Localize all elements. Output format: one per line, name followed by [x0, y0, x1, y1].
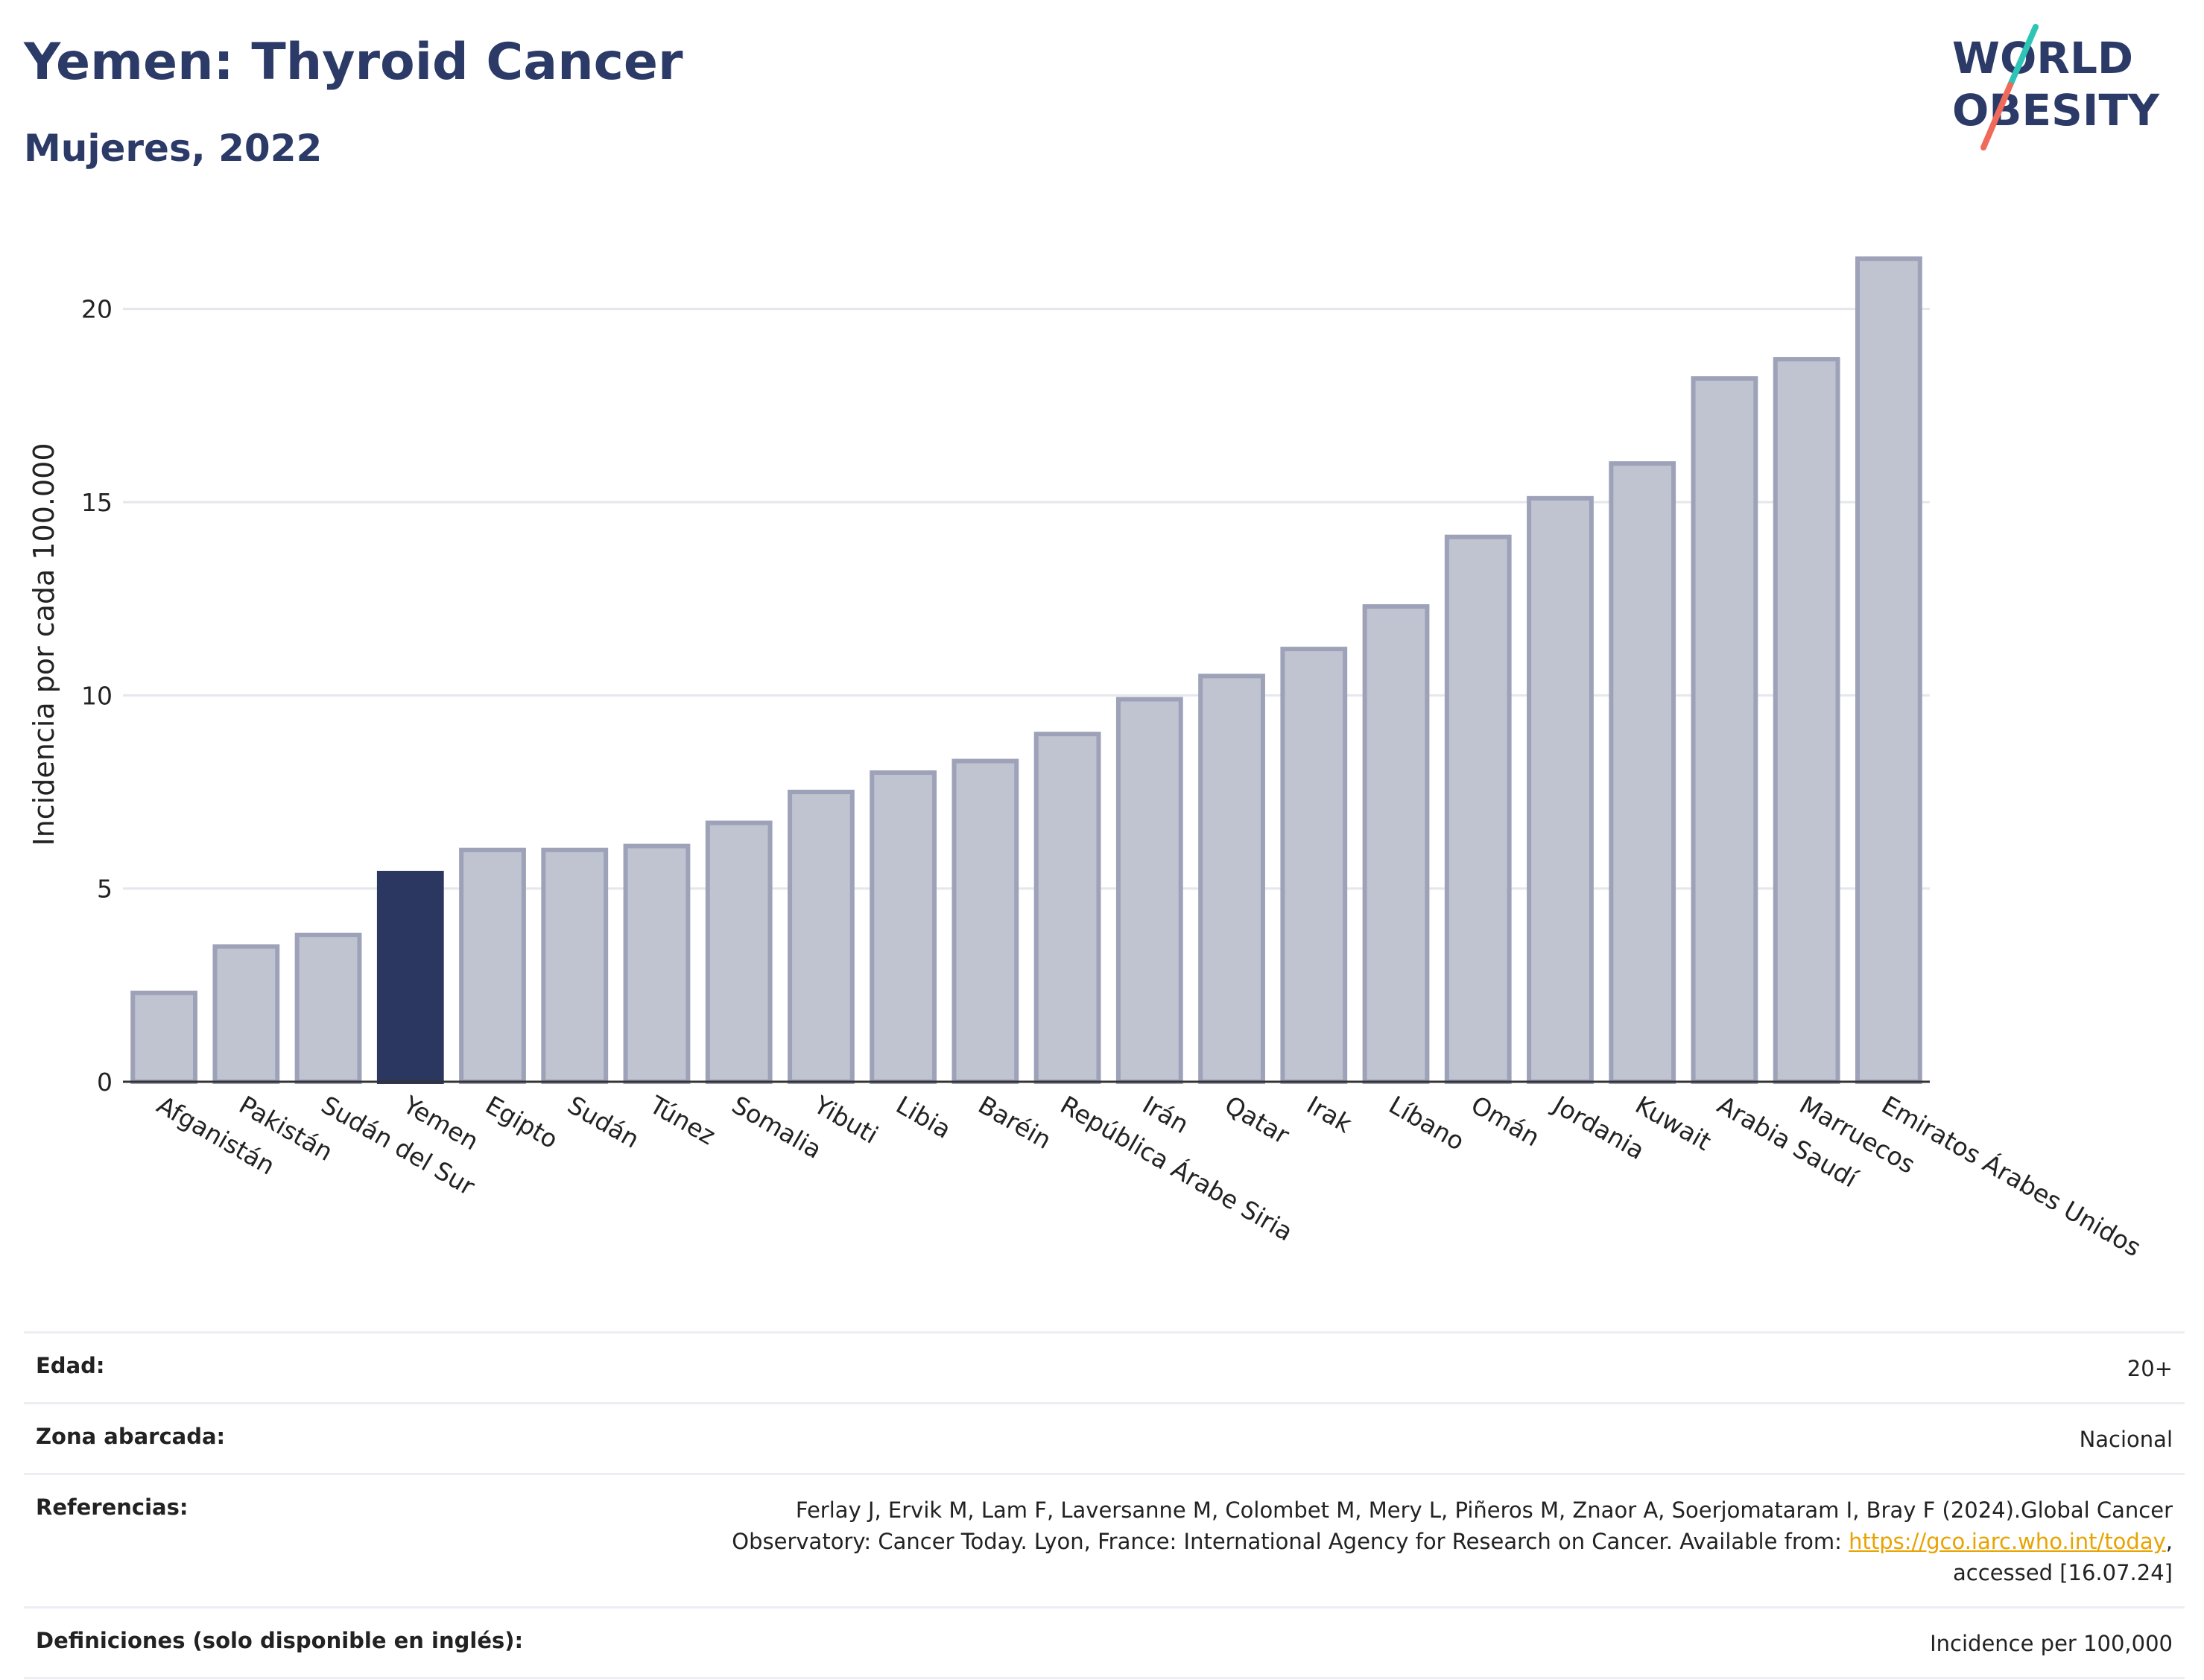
bar [1280, 647, 1348, 1084]
y-axis-label: Incidencia por cada 100.000 [28, 443, 60, 846]
info-label-area: Zona abarcada: [36, 1424, 226, 1449]
bar [1855, 256, 1922, 1084]
y-tick-label: 10 [81, 681, 113, 710]
bar [1033, 732, 1101, 1084]
x-tick-label: Arabia Saudí [1712, 1090, 1863, 1194]
x-tick-label: Túnez [645, 1090, 721, 1151]
y-tick-label: 20 [81, 295, 113, 324]
info-row-area: Zona abarcada: Nacional [24, 1402, 2185, 1473]
info-value-age: 20+ [2127, 1356, 2173, 1381]
info-label-age: Edad: [36, 1353, 105, 1378]
reference-line-1: Ferlay J, Ervik M, Lam F, Laversanne M, … [795, 1497, 2173, 1523]
x-tick-label: Omán [1466, 1090, 1545, 1152]
bar [212, 944, 280, 1085]
info-row-references: Referencias: Ferlay J, Ervik M, Lam F, L… [24, 1473, 2185, 1606]
x-tick-label: Sudán [563, 1090, 645, 1154]
logo-slash-bottom [1980, 82, 2013, 150]
bar [623, 843, 691, 1084]
bar [1444, 534, 1512, 1084]
chart-title: Yemen: Thyroid Cancer [24, 33, 683, 92]
logo-slash-top [2007, 24, 2039, 88]
x-tick-label: Irak [1302, 1090, 1358, 1139]
bar [294, 932, 362, 1084]
logo-word-world: WORLD [1952, 33, 2133, 83]
x-tick-label: Baréin [973, 1090, 1056, 1155]
info-label-references: Referencias: [36, 1494, 189, 1520]
reference-comma: , [2165, 1529, 2173, 1554]
info-value-references: Ferlay J, Ervik M, Lam F, Laversanne M, … [732, 1494, 2173, 1588]
info-label-definitions: Definiciones (solo disponible en inglés)… [36, 1628, 524, 1653]
bar [788, 790, 855, 1084]
bar [1362, 604, 1430, 1084]
x-tick-label: Líbano [1384, 1090, 1470, 1156]
reference-link[interactable]: https://gco.iarc.who.int/today [1849, 1529, 2166, 1554]
bar [130, 990, 198, 1084]
reference-line-3: accessed [16.07.24] [1953, 1560, 2173, 1585]
info-table: Edad: 20+ Zona abarcada: Nacional Refere… [24, 1331, 2185, 1679]
bar [1115, 697, 1183, 1084]
reference-line-2: Observatory: Cancer Today. Lyon, France:… [732, 1529, 1849, 1554]
world-obesity-logo: WORLD OBESITY [1952, 24, 2160, 150]
logo-word-obesity: OBESITY [1952, 85, 2160, 136]
info-value-area: Nacional [2079, 1427, 2173, 1452]
y-tick-label: 5 [97, 875, 113, 904]
x-tick-label: Somalia [727, 1090, 827, 1164]
bar-highlight [376, 870, 444, 1085]
chart-subtitle: Mujeres, 2022 [24, 127, 323, 170]
bar [1609, 461, 1676, 1084]
bar [705, 820, 773, 1084]
bars [130, 256, 1922, 1085]
y-tick-label: 15 [81, 488, 113, 517]
bar [1773, 357, 1840, 1084]
bar [459, 847, 526, 1085]
bar [541, 847, 609, 1085]
bar [1691, 376, 1758, 1084]
bar [951, 758, 1019, 1084]
x-tick-label: Qatar [1220, 1090, 1294, 1150]
x-tick-label: Jordania [1547, 1089, 1650, 1165]
bar [1198, 673, 1265, 1084]
x-tick-label: Emiratos Árabes Unidos [1877, 1089, 2147, 1262]
info-row-definitions: Definiciones (solo disponible en inglés)… [24, 1606, 2185, 1679]
x-tick-label: Irán [1138, 1090, 1194, 1139]
bar [870, 770, 937, 1084]
x-tick-label: Libia [891, 1090, 956, 1144]
bar [1527, 495, 1594, 1084]
info-row-age: Edad: 20+ [24, 1331, 2185, 1402]
x-tick-label: Egipto [481, 1090, 563, 1154]
info-value-definitions: Incidence per 100,000 [1930, 1631, 2173, 1656]
y-tick-label: 0 [97, 1068, 113, 1097]
